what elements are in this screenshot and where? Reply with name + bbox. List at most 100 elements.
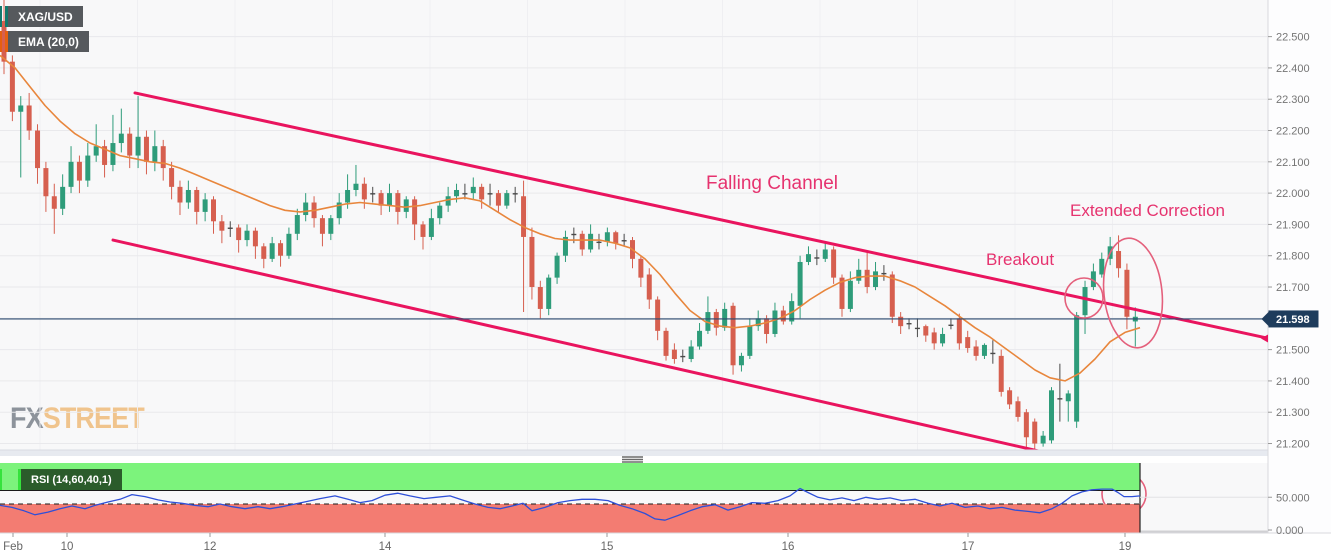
candle-body — [336, 202, 342, 219]
candle-body — [730, 305, 736, 366]
price-tick-label: 21.200 — [1276, 439, 1310, 451]
candle-body — [504, 193, 510, 206]
candle-body — [705, 312, 711, 331]
rsi-oversold-zone — [0, 504, 1140, 533]
rsi-line — [0, 487, 1141, 521]
rsi-scroll-track[interactable] — [1141, 530, 1268, 534]
candle-body — [914, 327, 920, 330]
time-axis-panel-bg — [0, 533, 1331, 558]
candle-body — [713, 312, 719, 328]
candle-body — [847, 280, 853, 309]
candle-body — [663, 330, 669, 356]
ema-accent-sliver — [0, 31, 2, 52]
price-tick-label: 21.500 — [1276, 345, 1310, 357]
candle-body — [152, 146, 158, 162]
candle-body — [546, 277, 552, 309]
candle-body — [571, 233, 577, 236]
ema-label: EMA (20,0) — [8, 31, 89, 52]
last-price-badge-notch — [1261, 311, 1269, 326]
candle-body — [60, 186, 66, 209]
candle-body — [185, 189, 191, 203]
candle-body — [956, 318, 962, 344]
candle-body — [604, 232, 610, 242]
candle-body — [9, 61, 15, 112]
candle-body — [1049, 390, 1054, 441]
candle-body — [1090, 271, 1096, 288]
candle-body — [261, 246, 267, 259]
candle-body — [973, 346, 979, 356]
candle-body — [219, 221, 225, 231]
candle-body — [596, 241, 602, 244]
price-tick-label: 22.000 — [1276, 188, 1310, 200]
candle-body — [470, 186, 476, 194]
ema-accent-bar — [5, 31, 8, 52]
candle-body — [236, 227, 242, 241]
candle-body — [1074, 315, 1080, 422]
rsi-indicator-chip[interactable]: RSI (14,60,40,1) — [18, 469, 122, 490]
breakout-annotation: Breakout — [986, 250, 1055, 269]
candle-body — [1007, 390, 1013, 405]
time-tick-label: 15 — [601, 541, 614, 553]
candle-body — [839, 277, 845, 309]
candle-body — [856, 269, 862, 281]
candle-body — [889, 274, 895, 317]
candle-body — [797, 261, 803, 306]
time-tick-label: 14 — [379, 541, 392, 553]
candle-body — [805, 254, 811, 262]
candle-body — [143, 136, 149, 162]
candle-body — [1, 20, 7, 62]
candle-body — [177, 186, 183, 203]
last-price-badge-label: 21.598 — [1276, 314, 1310, 326]
candle-body — [864, 269, 870, 288]
candle-body — [990, 352, 996, 355]
candle-body — [160, 146, 166, 169]
candle-body — [252, 230, 258, 247]
candles — [1, 0, 1138, 450]
candle-body — [462, 193, 468, 195]
candle-body — [764, 318, 770, 334]
candle-body — [353, 183, 359, 190]
pane-divider-band — [0, 450, 1268, 456]
candle-body — [881, 272, 887, 275]
symbol-accent-sliver — [0, 6, 2, 27]
candle-body — [621, 240, 627, 242]
candle-body — [613, 232, 619, 244]
candle-body — [646, 274, 652, 300]
candle-body — [227, 227, 233, 229]
candle-body — [495, 193, 501, 206]
candle-body — [697, 330, 703, 347]
time-tick-label: 12 — [204, 541, 217, 553]
fxstreet-watermark: FXSTREET — [10, 402, 145, 436]
candle-body — [1040, 435, 1046, 444]
candle-body — [1023, 412, 1029, 438]
candle-body — [512, 193, 518, 195]
candle-body — [319, 218, 325, 234]
candle-body — [965, 337, 971, 349]
candle-body — [671, 349, 677, 360]
candle-body — [738, 355, 744, 366]
price-tick-label: 22.100 — [1276, 157, 1310, 169]
ema-line — [0, 54, 1141, 382]
candle-body — [68, 161, 74, 187]
symbol-chip[interactable]: XAG/USD — [5, 6, 83, 27]
candle-body — [278, 243, 284, 256]
candle-body — [1116, 251, 1122, 269]
breakout-ellipse — [1064, 277, 1104, 319]
candle-body — [688, 346, 694, 360]
candle-body — [755, 318, 761, 327]
candle-body — [529, 236, 535, 288]
candle-body — [169, 168, 175, 187]
candle-body — [294, 215, 300, 234]
extended-correction-ellipse — [1102, 237, 1164, 349]
candle-body — [118, 133, 124, 144]
candle-body — [789, 301, 795, 322]
rsi-accent-bar — [18, 469, 21, 490]
price-pane — [0, 0, 1268, 452]
ema-indicator-chip[interactable]: EMA (20,0) — [5, 31, 89, 52]
candle-body — [521, 196, 527, 237]
candle-body — [35, 130, 41, 169]
candle-body — [906, 323, 912, 325]
symbol-accent-bar — [5, 6, 8, 27]
